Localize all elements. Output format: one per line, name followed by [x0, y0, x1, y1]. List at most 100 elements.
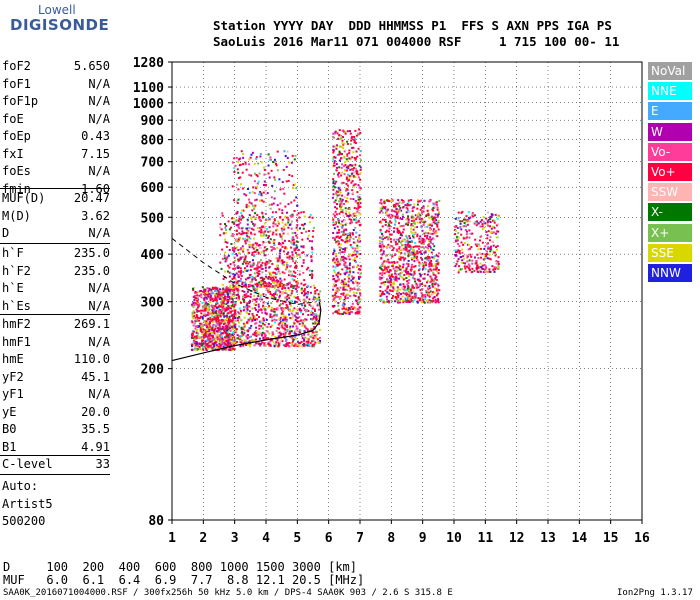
- echo-point: [402, 224, 405, 227]
- echo-point: [340, 312, 343, 315]
- echo-point: [354, 253, 357, 256]
- echo-point: [224, 270, 227, 273]
- echo-point: [399, 274, 402, 277]
- echo-point: [454, 226, 457, 228]
- echo-point: [462, 237, 465, 240]
- echo-point: [274, 286, 276, 289]
- echo-point: [221, 257, 224, 260]
- echo-point: [236, 224, 239, 227]
- echo-point: [359, 131, 362, 134]
- echo-point: [455, 263, 458, 266]
- echo-point: [253, 294, 256, 297]
- echo-point: [497, 223, 500, 226]
- echo-point: [199, 326, 202, 329]
- echo-point: [354, 312, 357, 315]
- echo-point: [425, 215, 428, 218]
- echo-point: [256, 267, 259, 270]
- echo-point: [335, 180, 338, 183]
- echo-point: [208, 330, 211, 333]
- echo-point: [384, 267, 387, 270]
- echo-point: [434, 287, 437, 290]
- echo-point: [340, 204, 343, 207]
- echo-point: [280, 332, 283, 335]
- echo-point: [264, 335, 267, 338]
- echo-point: [348, 267, 351, 270]
- echo-point: [237, 188, 240, 191]
- echo-point: [408, 279, 411, 282]
- echo-point: [420, 283, 423, 286]
- echo-point: [214, 305, 217, 308]
- echo-point: [422, 284, 425, 287]
- echo-point: [262, 301, 265, 304]
- echo-point: [347, 280, 350, 283]
- echo-point: [264, 184, 267, 186]
- echo-point: [243, 294, 246, 296]
- echo-point: [412, 218, 415, 221]
- echo-point: [381, 274, 384, 276]
- echo-point: [271, 332, 274, 335]
- echo-point: [269, 274, 272, 276]
- echo-point: [379, 230, 382, 233]
- echo-point: [210, 297, 213, 300]
- echo-point: [456, 239, 459, 242]
- echo-point: [379, 228, 382, 231]
- echo-point: [414, 226, 417, 229]
- echo-point: [235, 314, 238, 317]
- echo-point: [277, 332, 280, 334]
- echo-point: [278, 208, 281, 211]
- x-tick-label: 8: [387, 531, 395, 546]
- echo-point: [251, 263, 254, 266]
- echo-point: [230, 337, 233, 340]
- echo-point: [307, 284, 310, 287]
- echo-point: [260, 309, 263, 312]
- echo-point: [433, 245, 436, 248]
- echo-point: [236, 210, 239, 213]
- echo-point: [206, 309, 209, 312]
- echo-point: [220, 293, 223, 296]
- echo-point: [335, 193, 337, 196]
- echo-point: [248, 276, 251, 279]
- echo-point: [346, 153, 349, 156]
- echo-point: [206, 318, 209, 321]
- echo-point: [254, 204, 257, 207]
- echo-point: [239, 273, 242, 276]
- echo-point: [348, 240, 351, 243]
- echo-point: [423, 239, 426, 242]
- echo-point: [283, 278, 286, 281]
- echo-point: [302, 313, 304, 316]
- echo-point: [409, 247, 412, 250]
- echo-point: [272, 248, 275, 251]
- echo-point: [231, 249, 234, 252]
- echo-point: [392, 286, 395, 289]
- echo-point: [213, 330, 216, 333]
- echo-point: [337, 175, 340, 178]
- echo-point: [289, 273, 292, 276]
- echo-point: [305, 254, 308, 257]
- echo-point: [460, 228, 463, 231]
- echo-point: [405, 289, 408, 292]
- echo-point: [287, 307, 289, 310]
- echo-point: [397, 266, 400, 269]
- echo-point: [455, 251, 457, 254]
- echo-point: [206, 287, 209, 290]
- echo-point: [225, 258, 228, 261]
- echo-point: [317, 299, 319, 302]
- echo-point: [343, 300, 346, 302]
- echo-point: [343, 232, 345, 235]
- echo-point: [388, 200, 391, 203]
- echo-point: [344, 132, 347, 135]
- echo-point: [400, 241, 402, 244]
- echo-point: [243, 316, 246, 319]
- echo-point: [387, 261, 390, 264]
- echo-point: [280, 308, 283, 311]
- echo-point: [270, 196, 273, 199]
- echo-point: [253, 317, 255, 320]
- echo-point: [278, 304, 281, 307]
- echo-point: [231, 252, 234, 255]
- echo-point: [293, 241, 296, 244]
- echo-point: [264, 262, 267, 265]
- echo-point: [205, 332, 208, 334]
- echo-point: [212, 338, 215, 341]
- legend-item: X+: [648, 223, 692, 242]
- echo-point: [389, 289, 392, 292]
